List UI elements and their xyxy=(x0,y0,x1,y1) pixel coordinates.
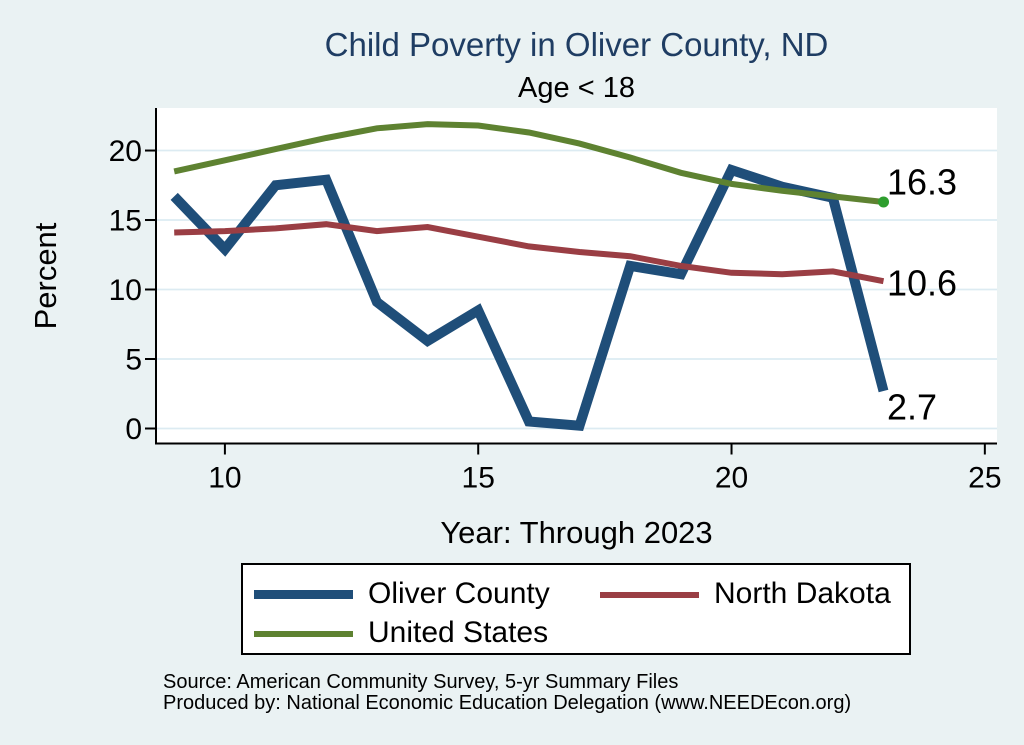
legend-swatch-oliver-county xyxy=(254,590,353,599)
produced-by-note: Produced by: National Economic Education… xyxy=(163,692,852,714)
y-tick-label: 5 xyxy=(125,343,142,376)
footer-notes: Source: American Community Survey, 5-yr … xyxy=(163,672,851,714)
source-note: Source: American Community Survey, 5-yr … xyxy=(163,671,679,693)
series-line-united-states xyxy=(173,121,884,205)
end-value-label-oliver-county: 2.7 xyxy=(887,386,937,427)
end-value-label-north-dakota: 10.6 xyxy=(887,263,957,304)
series-line-north-dakota xyxy=(174,221,885,285)
x-tick-label: 20 xyxy=(715,462,748,495)
legend-swatch-north-dakota xyxy=(600,592,699,598)
chart-subtitle: Age < 18 xyxy=(518,72,635,104)
y-tick-label: 20 xyxy=(109,135,142,168)
legend-label-north-dakota: North Dakota xyxy=(714,577,891,610)
x-tick-label: 15 xyxy=(462,462,495,495)
x-tick-label: 25 xyxy=(968,462,1001,495)
x-axis-title: Year: Through 2023 xyxy=(440,515,713,550)
series-end-marker-united-states xyxy=(878,196,890,208)
legend-label-united-states: United States xyxy=(368,616,549,649)
y-tick-label: 0 xyxy=(125,413,142,446)
legend-swatch-united-states xyxy=(254,631,353,637)
series-line-oliver-county xyxy=(170,163,889,432)
y-tick-label: 10 xyxy=(109,274,142,307)
y-tick-label: 15 xyxy=(109,205,142,238)
legend: Oliver County North Dakota United States xyxy=(241,563,911,655)
legend-label-oliver-county: Oliver County xyxy=(368,577,550,610)
chart-title: Child Poverty in Oliver County, ND xyxy=(324,26,829,63)
x-tick-label: 10 xyxy=(208,462,241,495)
end-value-label-united-states: 16.3 xyxy=(887,161,957,202)
y-axis-title: Percent xyxy=(28,222,63,330)
